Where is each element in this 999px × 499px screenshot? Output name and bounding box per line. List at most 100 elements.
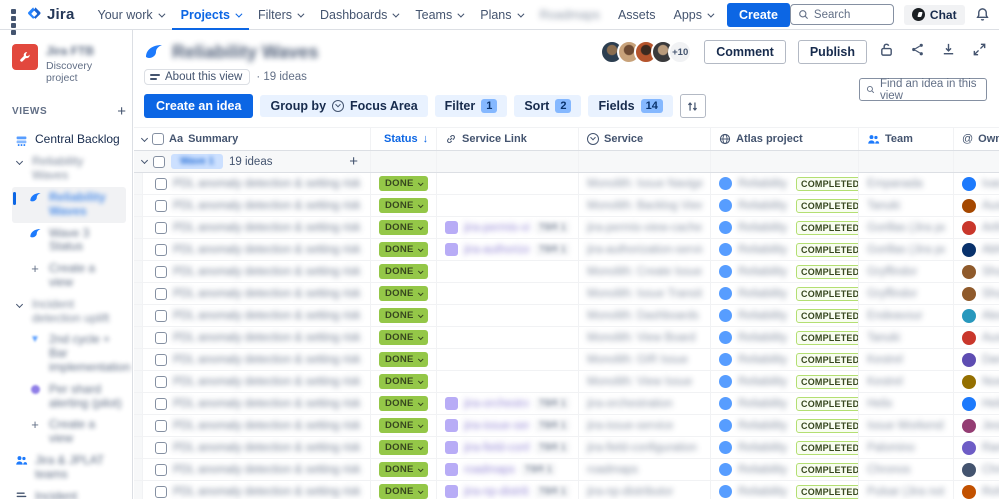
summary-cell[interactable]: PDL anomaly detection & setting risk on … (134, 283, 370, 304)
drag-handle[interactable] (134, 261, 143, 282)
service-cell[interactable]: jira-np-distributor (578, 481, 710, 499)
nav-item[interactable]: Projects (172, 0, 249, 30)
column-header-service[interactable]: Service (578, 128, 710, 150)
sidebar-view-item[interactable]: + ▼ 2nd cycle + Bar implementation (12, 329, 130, 378)
drag-handle[interactable] (134, 437, 143, 458)
sidebar-view-item[interactable]: + ▼ Create a view (12, 414, 126, 450)
chat-button[interactable]: Chat (903, 4, 965, 25)
service-link-cell[interactable]: jira-orchestration TBR 1 (436, 393, 578, 414)
publish-button[interactable]: Publish (797, 40, 867, 64)
column-header-service-link[interactable]: Service Link (436, 128, 578, 150)
idea-row[interactable]: PDL anomaly detection & setting risk on … (134, 349, 999, 371)
service-link-cell[interactable] (436, 349, 578, 370)
row-checkbox[interactable] (155, 419, 167, 432)
drag-handle[interactable] (134, 393, 143, 414)
owner-cell[interactable]: Ramiro (953, 437, 999, 458)
group-checkbox[interactable] (153, 155, 165, 168)
service-cell[interactable]: Monolith: View Board (578, 327, 710, 348)
drag-handle[interactable] (134, 327, 143, 348)
find-idea-input[interactable]: Find an idea in this view (859, 78, 987, 102)
idea-row[interactable]: PDL anomaly detection & setting risk on … (134, 261, 999, 283)
idea-row[interactable]: PDL anomaly detection & setting risk on … (134, 327, 999, 349)
owner-cell[interactable]: Austin (953, 327, 999, 348)
team-cell[interactable]: Gryffindor (858, 283, 953, 304)
status-dropdown[interactable]: DONE (379, 220, 428, 235)
comment-button[interactable]: Comment (704, 40, 786, 64)
summary-cell[interactable]: PDL anomaly detection & setting risk on … (134, 437, 370, 458)
row-checkbox[interactable] (155, 221, 167, 234)
service-link-cell[interactable] (436, 195, 578, 216)
column-header-team[interactable]: Team (858, 128, 953, 150)
avatar-overflow-count[interactable]: +10 (668, 40, 693, 64)
summary-cell[interactable]: PDL anomaly detection & setting risk on … (134, 305, 370, 326)
status-dropdown[interactable]: DONE (379, 198, 428, 213)
team-cell[interactable]: Kestrel (858, 349, 953, 370)
expand-icon[interactable] (972, 42, 987, 62)
idea-row[interactable]: PDL anomaly detection & setting risk on … (134, 459, 999, 481)
drag-handle[interactable] (134, 349, 143, 370)
summary-cell[interactable]: PDL anomaly detection & setting risk on … (134, 239, 370, 260)
service-cell[interactable]: Monolith: Create Issue (578, 261, 710, 282)
add-view-icon[interactable]: + (117, 103, 126, 121)
add-idea-to-group-icon[interactable]: + (349, 153, 358, 170)
nav-item[interactable]: Filters (249, 0, 311, 30)
status-dropdown[interactable]: DONE (379, 418, 428, 433)
service-link-cell[interactable] (436, 283, 578, 304)
service-cell[interactable]: Monolith: Dashboards (578, 305, 710, 326)
service-cell[interactable]: jira-permis-view-cache (578, 217, 710, 238)
atlas-project-cell[interactable]: Reliability wave 1 COMPLETED (710, 481, 858, 499)
notifications-bell-icon[interactable] (975, 7, 990, 22)
create-button[interactable]: Create (726, 2, 790, 27)
service-link-text[interactable]: jira-np-distributor (464, 485, 529, 498)
atlas-project-cell[interactable]: Reliability wave 1 COMPLETED (710, 173, 858, 194)
idea-row[interactable]: PDL anomaly detection & setting risk on … (134, 371, 999, 393)
row-checkbox[interactable] (155, 243, 167, 256)
summary-cell[interactable]: PDL anomaly detection & setting risk on … (134, 261, 370, 282)
sidebar-view-item[interactable]: + ▼ Central Backlog (12, 129, 126, 151)
row-checkbox[interactable] (155, 485, 167, 498)
nav-item[interactable]: Your work (89, 0, 172, 30)
drag-handle[interactable] (134, 283, 143, 304)
service-link-cell[interactable]: jira-issue-service TBR 1 (436, 415, 578, 436)
download-icon[interactable] (941, 42, 956, 62)
row-checkbox[interactable] (155, 331, 167, 344)
summary-cell[interactable]: PDL anomaly detection & setting risk on … (134, 349, 370, 370)
team-cell[interactable]: Chronos (858, 459, 953, 480)
column-header-status[interactable]: Status ↓ (370, 128, 436, 150)
status-dropdown[interactable]: DONE (379, 330, 428, 345)
sidebar-view-item[interactable]: + ▼ Wave 3 Status (12, 223, 126, 259)
atlas-project-cell[interactable]: Reliability wave 1 COMPLETED (710, 415, 858, 436)
atlas-project-cell[interactable]: Reliability wave 1 COMPLETED (710, 195, 858, 216)
summary-cell[interactable]: PDL anomaly detection & setting risk on … (134, 415, 370, 436)
idea-row[interactable]: PDL anomaly detection & setting risk on … (134, 305, 999, 327)
idea-row[interactable]: PDL anomaly detection & setting risk on … (134, 393, 999, 415)
idea-row[interactable]: PDL anomaly detection & setting risk on … (134, 437, 999, 459)
service-link-text[interactable]: jira-authorization-service (464, 243, 529, 256)
row-checkbox[interactable] (155, 463, 167, 476)
team-cell[interactable]: Issue Workend (858, 415, 953, 436)
row-checkbox[interactable] (155, 177, 167, 190)
service-link-text[interactable]: jira-permis-view-cache (464, 221, 529, 234)
atlas-project-cell[interactable]: Reliability wave 1 COMPLETED (710, 459, 858, 480)
idea-row[interactable]: PDL anomaly detection & setting risk on … (134, 195, 999, 217)
atlas-project-cell[interactable]: Reliability wave 1 COMPLETED (710, 283, 858, 304)
team-cell[interactable]: Gorillas (Jira permissions) (858, 239, 953, 260)
team-cell[interactable]: Empanada (858, 173, 953, 194)
group-value-chip[interactable]: Wave 1 (171, 154, 223, 169)
sidebar-view-item[interactable]: + ▼ Incident Detection Uplift Roadmap (12, 486, 126, 499)
drag-handle[interactable] (134, 415, 143, 436)
sidebar-view-item[interactable]: + ▼ Create a view (12, 258, 126, 294)
status-dropdown[interactable]: DONE (379, 374, 428, 389)
owner-cell[interactable]: Jess Banks (953, 415, 999, 436)
service-link-cell[interactable] (436, 371, 578, 392)
row-checkbox[interactable] (155, 309, 167, 322)
row-checkbox[interactable] (155, 441, 167, 454)
search-input[interactable]: Search (789, 4, 894, 25)
idea-row[interactable]: PDL anomaly detection & setting risk on … (134, 239, 999, 261)
team-cell[interactable]: Gorillas (Jira permissions) (858, 217, 953, 238)
nav-item[interactable]: Teams (406, 0, 471, 30)
service-cell[interactable]: Monolith: GIR Issue (578, 349, 710, 370)
team-cell[interactable]: Tanuki (858, 327, 953, 348)
owner-cell[interactable]: Chris (953, 459, 999, 480)
row-checkbox[interactable] (155, 375, 167, 388)
